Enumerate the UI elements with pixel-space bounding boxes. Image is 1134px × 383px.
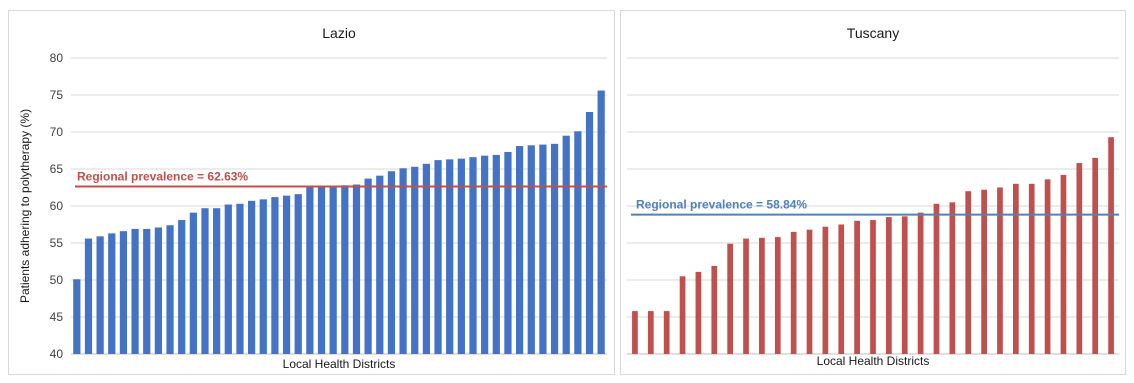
y-tick-label: 60: [50, 199, 64, 213]
bar: [329, 186, 337, 354]
lazio-chart: 40 45 50 55 60 65 70 75 80 Regional prevalence = …: [18, 25, 607, 371]
bar: [759, 237, 765, 354]
bar: [790, 231, 797, 354]
bar: [306, 187, 314, 354]
lazio-panel: 40 45 50 55 60 65 70 75 80 Regional prevalence = …: [8, 10, 615, 375]
chart-title: Lazio: [322, 25, 356, 41]
tuscany-chart: Regional prevalence = 58.84% Tuscany Local…: [627, 25, 1119, 368]
bar: [1044, 179, 1051, 354]
bar: [933, 203, 940, 354]
bar: [108, 233, 116, 354]
bar: [743, 238, 749, 354]
bar: [469, 157, 477, 354]
bar: [131, 228, 139, 354]
bar: [282, 195, 291, 354]
bar: [663, 311, 670, 354]
bar: [434, 160, 442, 354]
y-tick-label: 50: [50, 273, 64, 287]
bar: [73, 279, 81, 354]
y-tick-label: 55: [50, 236, 64, 250]
bar: [539, 144, 547, 354]
bar: [271, 197, 279, 354]
bar: [949, 202, 956, 354]
bar: [647, 311, 654, 354]
chart-title: Tuscany: [847, 25, 899, 41]
bar: [189, 212, 197, 354]
bar: [838, 224, 845, 354]
bar: [562, 135, 570, 354]
bar: [399, 168, 407, 354]
bar: [376, 175, 384, 354]
bar: [341, 185, 349, 354]
x-axis-title: Local Health Districts: [283, 357, 396, 371]
bar: [317, 186, 326, 354]
bar: [727, 243, 734, 354]
tuscany-panel: Regional prevalence = 58.84% Tuscany Local…: [620, 10, 1126, 375]
bar: [550, 143, 559, 354]
bar: [1060, 174, 1067, 354]
bar: [154, 227, 163, 354]
bar: [411, 166, 419, 354]
y-tick-label: 40: [50, 347, 64, 361]
y-tick-label: 70: [50, 125, 64, 139]
bar: [492, 154, 500, 354]
bar: [457, 158, 465, 354]
y-tick-label: 75: [50, 88, 64, 102]
bar: [143, 228, 151, 354]
bar: [201, 208, 209, 354]
bar: [213, 208, 221, 354]
bar: [1012, 183, 1019, 354]
bar: [259, 199, 267, 354]
bar: [481, 155, 489, 354]
bar: [997, 187, 1003, 354]
bar: [774, 237, 781, 354]
x-axis-title: Local Health Districts: [817, 354, 930, 368]
bar: [178, 220, 186, 354]
y-tick-label: 65: [50, 162, 64, 176]
bar: [236, 203, 244, 354]
bar: [352, 184, 361, 354]
y-tick-label: 45: [50, 310, 64, 324]
bar: [806, 229, 813, 354]
bar: [84, 238, 93, 354]
bar: [294, 194, 302, 354]
bar: [224, 204, 232, 354]
bar: [504, 151, 512, 354]
bar: [1108, 137, 1114, 354]
bar: [119, 231, 128, 354]
reference-line-label: Regional prevalence = 58.84%: [636, 198, 807, 212]
bar: [597, 90, 605, 354]
bar: [886, 217, 892, 354]
bar: [854, 220, 860, 354]
bar: [422, 163, 431, 354]
bar: [96, 236, 104, 354]
bar: [711, 265, 718, 354]
y-tick-label: 80: [50, 51, 64, 65]
bar: [981, 189, 987, 354]
bar: [901, 216, 908, 354]
bar: [695, 271, 702, 354]
bar: [585, 112, 594, 355]
reference-line-label: Regional prevalence = 62.63%: [77, 170, 248, 184]
bar: [679, 276, 686, 354]
bar: [632, 311, 638, 354]
bar: [364, 178, 372, 354]
bar: [870, 220, 876, 354]
bar: [387, 171, 396, 354]
bar: [822, 226, 829, 354]
bar: [247, 200, 256, 354]
bar: [965, 191, 972, 354]
bar: [1092, 157, 1099, 354]
bar: [166, 225, 174, 354]
bar: [446, 159, 454, 354]
bar: [917, 212, 924, 354]
y-axis-title: Patients adhering to polytherapy (%): [18, 109, 32, 303]
bar: [1028, 183, 1035, 354]
bar: [527, 145, 535, 354]
bar: [574, 131, 582, 354]
bar: [515, 146, 524, 354]
bar: [1076, 163, 1083, 354]
